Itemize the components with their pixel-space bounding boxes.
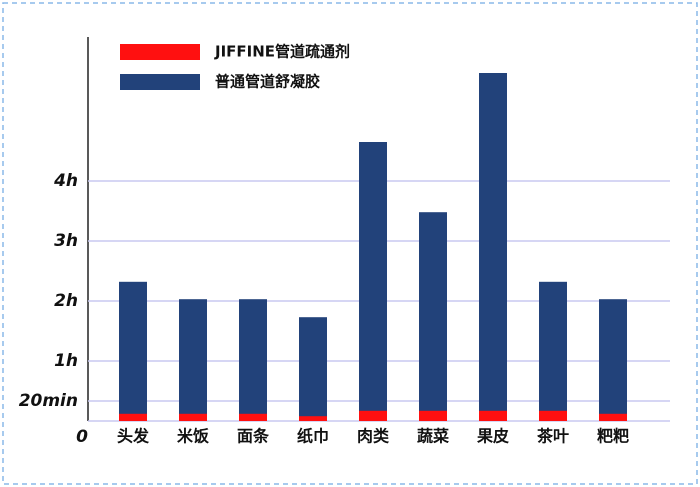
bar: [359, 410, 387, 421]
bar: [599, 413, 627, 421]
bar: [239, 413, 267, 421]
bar: [419, 212, 447, 421]
legend-swatch: [120, 44, 200, 60]
x-tick-label: 纸巾: [297, 427, 329, 446]
legend-label: JIFFINE管道疏通剂: [214, 43, 350, 61]
x-tick-label: 粑粑: [597, 427, 629, 446]
x-tick-label: 头发: [117, 427, 150, 446]
y-tick-label: 3h: [54, 231, 78, 251]
bar: [599, 299, 627, 421]
bar: [419, 410, 447, 421]
bar: [359, 142, 387, 421]
bar: [299, 416, 327, 421]
legend-label: 普通管道舒凝胶: [215, 73, 320, 91]
x-tick-label: 果皮: [476, 427, 509, 446]
bar: [539, 281, 567, 421]
x-tick-label: 米饭: [177, 427, 209, 446]
bar: [119, 281, 147, 421]
x-tick-label: 蔬菜: [417, 427, 449, 446]
y-tick-label: 1h: [54, 351, 78, 371]
legend-swatch: [120, 74, 200, 90]
bar: [479, 410, 507, 421]
y-tick-label: 0: [76, 427, 88, 447]
y-tick-label: 2h: [54, 291, 78, 311]
y-tick-label: 4h: [53, 171, 78, 191]
x-tick-label: 肉类: [357, 427, 390, 446]
bar: [239, 299, 267, 421]
bar: [119, 413, 147, 421]
bar: [179, 299, 207, 421]
bar: [299, 317, 327, 421]
x-tick-label: 面条: [237, 427, 270, 446]
bar: [179, 413, 207, 421]
x-tick-label: 茶叶: [536, 427, 569, 446]
bar: [479, 73, 507, 421]
y-tick-label: 20min: [19, 391, 78, 411]
bar: [539, 410, 567, 421]
